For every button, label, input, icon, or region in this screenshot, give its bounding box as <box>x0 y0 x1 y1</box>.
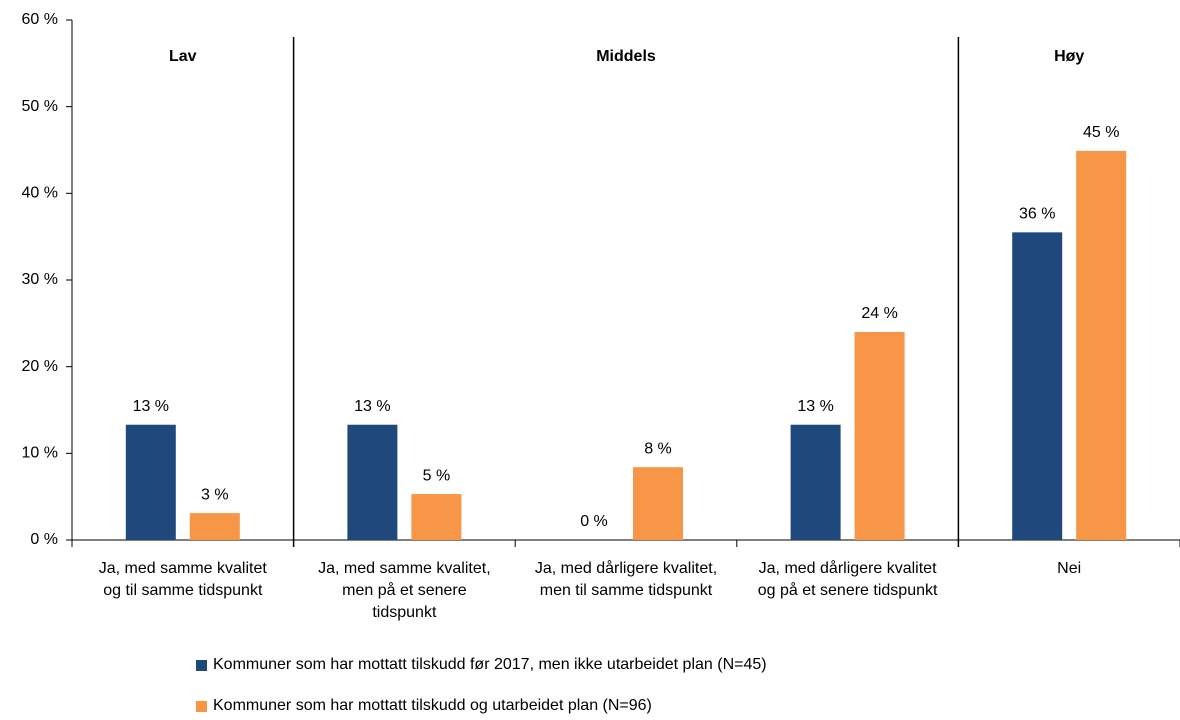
y-tick-label: 40 % <box>22 185 58 202</box>
value-label: 13 % <box>797 398 833 415</box>
bar <box>790 424 841 540</box>
bar <box>347 424 398 540</box>
bar <box>854 332 905 540</box>
value-label: 13 % <box>354 398 390 415</box>
y-tick-label: 0 % <box>30 531 58 548</box>
legend-item: Kommuner som har mottatt tilskudd før 20… <box>196 656 767 674</box>
bar <box>1012 232 1063 541</box>
bar <box>125 424 176 540</box>
bar <box>189 513 240 540</box>
x-tick-label: Ja, med dårligere kvalitet, men til samm… <box>534 560 718 599</box>
legend-item: Kommuner som har mottatt tilskudd og uta… <box>196 697 652 715</box>
group-label: Middels <box>596 48 656 65</box>
y-tick-label: 20 % <box>22 358 58 375</box>
y-tick-label: 30 % <box>22 271 58 288</box>
y-tick-label: 10 % <box>22 445 58 462</box>
bar <box>1076 150 1127 540</box>
bar <box>633 467 683 540</box>
value-label: 0 % <box>580 513 608 530</box>
group-label: Lav <box>169 48 197 65</box>
y-tick-label: 50 % <box>22 98 58 115</box>
bar <box>411 494 462 540</box>
x-tick-label: Ja, med samme kvalitet og til samme tids… <box>98 560 267 599</box>
x-tick-label: Ja, med samme kvalitet, men på et senere… <box>318 560 491 621</box>
legend-label: Kommuner som har mottatt tilskudd før 20… <box>213 656 767 673</box>
value-label: 5 % <box>423 467 451 484</box>
value-label: 13 % <box>133 398 169 415</box>
value-label: 8 % <box>644 440 672 457</box>
value-label: 36 % <box>1019 206 1055 223</box>
x-tick-label: Ja, med dårligere kvalitet og på et sene… <box>757 560 938 599</box>
y-tick-label: 60 % <box>22 11 58 28</box>
legend-label: Kommuner som har mottatt tilskudd og uta… <box>213 697 652 714</box>
group-label: Høy <box>1054 48 1084 65</box>
value-label: 24 % <box>861 305 897 322</box>
x-tick-label: Nei <box>1057 560 1082 577</box>
value-label: 45 % <box>1083 124 1119 141</box>
legend-swatch <box>196 659 207 671</box>
value-label: 3 % <box>201 486 229 503</box>
legend-swatch <box>196 700 207 712</box>
